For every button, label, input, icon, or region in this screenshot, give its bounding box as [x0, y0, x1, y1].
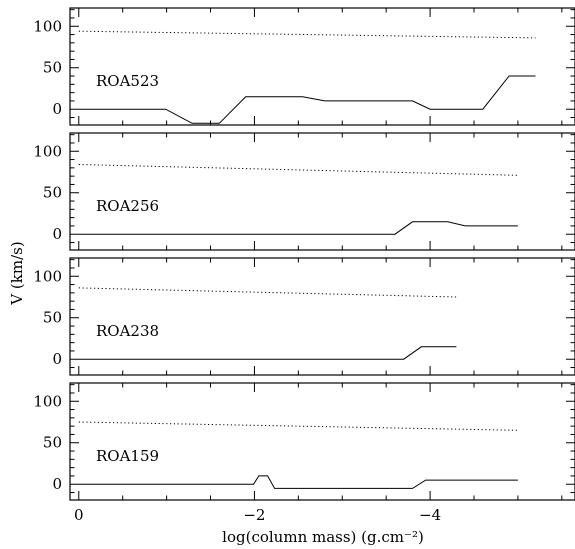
panel-label: ROA523	[96, 72, 159, 90]
y-tick-label: 50	[43, 434, 62, 452]
velocity-series-line	[78, 346, 457, 360]
x-tick-label: −4	[419, 506, 441, 524]
panel-label: ROA256	[96, 197, 159, 215]
y-axis-label: V (km/s)	[8, 241, 26, 305]
panel-roa523: 0 50 100 ROA523	[33, 7, 575, 126]
dotted-series-line	[78, 30, 536, 39]
panel-label: ROA238	[96, 322, 159, 340]
y-tick-label: 100	[33, 142, 62, 160]
y-tick-label: 50	[43, 59, 62, 77]
y-tick-label: 100	[33, 392, 62, 410]
panel-frame	[69, 7, 575, 126]
panel-frame	[69, 382, 575, 501]
panel-label: ROA159	[96, 447, 159, 465]
panel-frame	[69, 132, 575, 251]
x-tick-label: −2	[243, 506, 265, 524]
dotted-series-line	[78, 287, 457, 298]
y-tick-label: 0	[52, 350, 62, 368]
panels: 0 50 100 ROA523 0 50 100 ROA256 0 50 100 ROA238 0 50 1…	[33, 7, 575, 524]
y-tick-label: 0	[52, 475, 62, 493]
panel-roa256: 0 50 100 ROA256	[33, 132, 575, 251]
panel-frame	[69, 257, 575, 376]
x-tick-label: 0	[74, 506, 84, 524]
velocity-series-line	[78, 221, 518, 235]
y-tick-label: 100	[33, 267, 62, 285]
velocity-series-line	[78, 475, 518, 489]
velocity-series-line	[78, 75, 536, 124]
y-tick-label: 0	[52, 100, 62, 118]
panel-roa238: 0 50 100 ROA238	[33, 257, 575, 376]
panel-roa159: 0 50 100 ROA159	[33, 382, 575, 501]
dotted-series-line	[78, 164, 518, 176]
y-tick-label: 100	[33, 17, 62, 35]
y-tick-label: 50	[43, 184, 62, 202]
x-axis-label: log(column mass) (g.cm⁻²)	[222, 528, 424, 546]
y-tick-label: 50	[43, 309, 62, 327]
dotted-series-line	[78, 421, 518, 431]
y-tick-label: 0	[52, 225, 62, 243]
